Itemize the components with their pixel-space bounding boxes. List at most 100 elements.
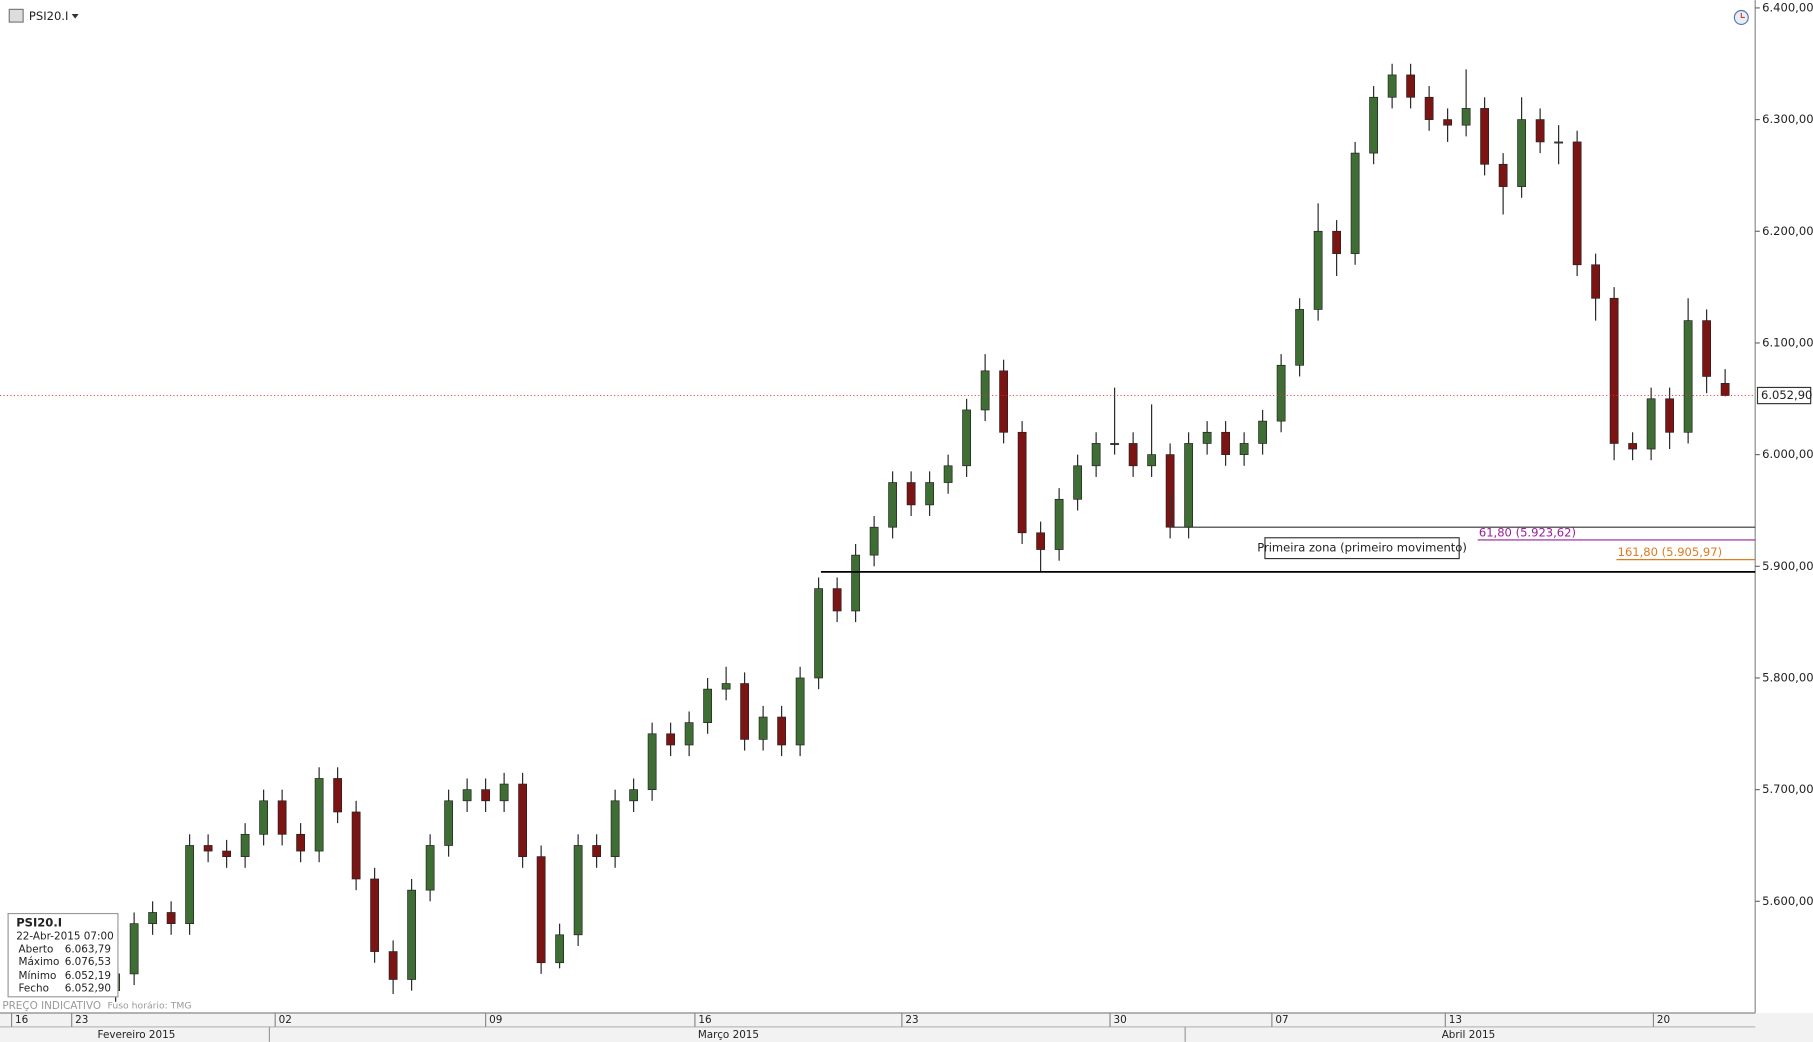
candle-body <box>1276 364 1286 422</box>
candle-body <box>407 889 417 980</box>
candle-body <box>462 789 472 802</box>
footer-timezone: Fuso horário: TMG <box>108 1001 192 1012</box>
candle-body <box>1350 152 1360 254</box>
annotation-box <box>1264 537 1460 560</box>
candle-body <box>1443 119 1453 126</box>
candle-body <box>148 912 158 924</box>
candle-body <box>1202 431 1212 444</box>
candle-body <box>425 845 435 891</box>
candle-body <box>832 588 842 612</box>
candle-body <box>1609 297 1619 444</box>
candle-body <box>925 482 935 506</box>
level-label: 61,80 (5.923,62) <box>1479 525 1576 539</box>
candle-body <box>1295 309 1305 366</box>
x-tick-label: 30 <box>1113 1014 1126 1026</box>
candle-body <box>444 800 454 846</box>
candle-body <box>777 716 787 746</box>
info-title: PSI20.I <box>16 915 62 929</box>
x-tick-label: 09 <box>489 1014 502 1026</box>
candle-body <box>684 722 694 746</box>
clock-hands <box>1740 12 1745 19</box>
x-tick-label: 16 <box>15 1014 28 1026</box>
candles <box>111 63 1730 1002</box>
y-tick-label: 5.900,00 <box>1762 559 1813 573</box>
candle-body <box>814 588 824 679</box>
x-tick-label: 20 <box>1657 1014 1670 1026</box>
candle-body <box>129 923 139 975</box>
candle-body <box>481 789 491 802</box>
y-tick-label: 6.200,00 <box>1762 224 1813 238</box>
candle-body <box>1628 443 1638 450</box>
candle-body <box>666 733 676 746</box>
candle-body <box>980 370 990 411</box>
candle-body <box>1406 74 1416 98</box>
info-value: 6.076,53 <box>65 956 111 968</box>
y-tick-label: 5.600,00 <box>1762 894 1813 908</box>
y-tick-label: 6.000,00 <box>1762 447 1813 461</box>
y-tick-label: 6.300,00 <box>1762 112 1813 126</box>
info-box: PSI20.I 22-Abr-2015 07:00 Aberto 6.063,7… <box>7 912 119 998</box>
candle-body <box>185 845 195 924</box>
candle-body <box>1554 141 1564 144</box>
x-tick-label: 23 <box>75 1014 88 1026</box>
candle-body <box>259 800 269 835</box>
candle-body <box>1369 96 1379 154</box>
candle-body <box>1683 320 1693 433</box>
candle-body <box>166 912 176 924</box>
info-label: Aberto <box>19 943 54 955</box>
info-value: 6.052,90 <box>65 983 111 995</box>
candle-body <box>240 833 250 857</box>
month-label: Fevereiro 2015 <box>98 1029 176 1041</box>
info-box-frame <box>7 912 119 998</box>
candle-body <box>1258 420 1268 444</box>
candle-body <box>795 677 805 746</box>
candle-body <box>296 833 306 852</box>
symbol-name[interactable]: PSI20.I <box>29 9 68 23</box>
x-tick-label: 07 <box>1275 1014 1288 1026</box>
candle-body <box>1054 498 1064 550</box>
candle-body <box>869 526 879 556</box>
candle-body <box>536 856 546 964</box>
info-label: Máximo <box>19 956 60 968</box>
candle-body <box>740 683 750 740</box>
symbol-icon <box>8 8 24 23</box>
last-price-label: 6.052,90 <box>1761 388 1812 402</box>
candle-body <box>1332 230 1342 254</box>
dropdown-arrow[interactable] <box>71 13 79 19</box>
candle-body <box>943 465 953 483</box>
clock-icon[interactable] <box>1733 9 1749 25</box>
candle-body <box>1036 532 1046 550</box>
candle-body <box>1184 443 1194 528</box>
symbol-selector[interactable]: PSI20.I <box>8 8 79 23</box>
level-label: 161,80 (5.905,97) <box>1618 545 1723 559</box>
candle-body <box>1387 74 1397 98</box>
candle-body <box>1646 398 1656 450</box>
y-tick-label: 5.800,00 <box>1762 670 1813 684</box>
candle-body <box>758 716 768 740</box>
month-label: Abril 2015 <box>1442 1029 1496 1041</box>
candle-body <box>1239 443 1249 455</box>
candle-body <box>388 951 398 980</box>
candle-body <box>721 683 731 690</box>
candle-body <box>1073 465 1083 500</box>
candle-body <box>203 845 213 852</box>
candle-body <box>1091 443 1101 467</box>
annotation-text: Primeira zona (primeiro movimento) <box>1257 541 1467 555</box>
info-label: Mínimo <box>19 970 57 982</box>
candle-body <box>1221 431 1231 455</box>
candle-body <box>351 811 361 880</box>
candle-body <box>333 778 343 813</box>
candle-body <box>277 800 287 835</box>
x-tick-label: 16 <box>698 1014 711 1026</box>
footer-note: PREÇO INDICATIVO <box>2 1000 101 1012</box>
candle-body <box>1665 398 1675 433</box>
candle-body <box>1535 119 1545 143</box>
candle-body <box>592 845 602 857</box>
candle-body <box>555 934 565 964</box>
candle-body <box>370 878 380 952</box>
candle-body <box>222 850 232 857</box>
candle-body <box>906 482 916 506</box>
candle-body <box>1720 383 1730 396</box>
month-label: Março 2015 <box>698 1029 759 1041</box>
